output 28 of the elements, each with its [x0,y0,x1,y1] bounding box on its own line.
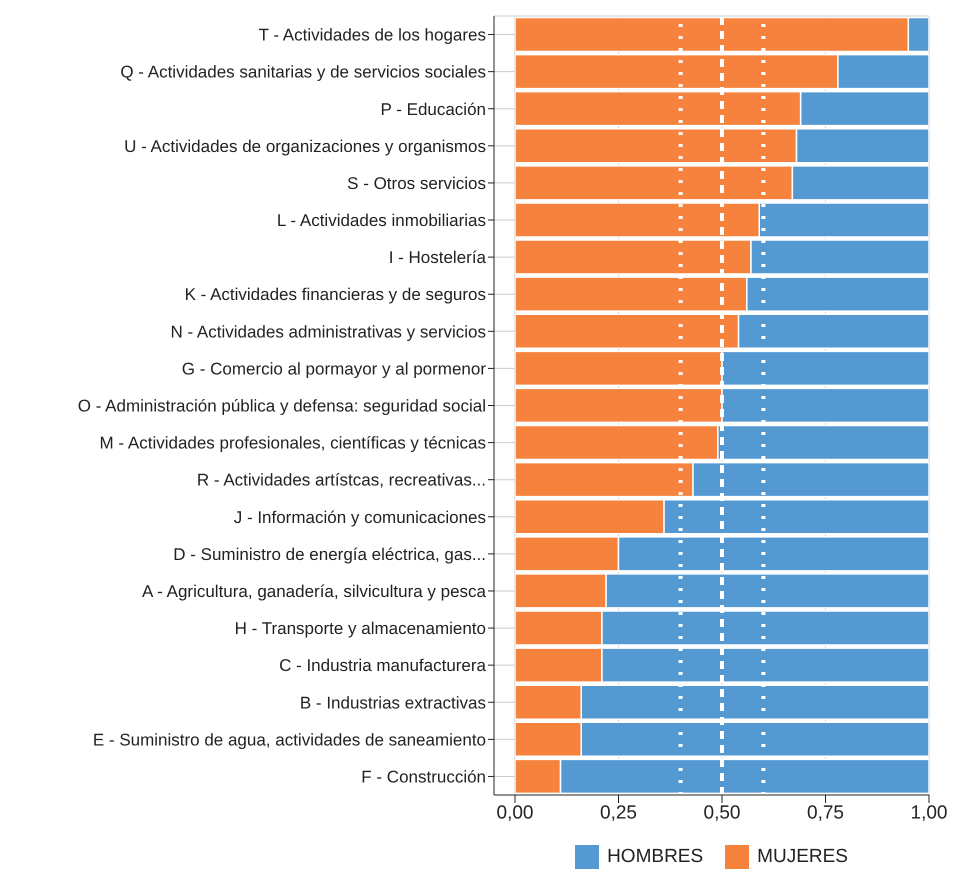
y-tick-label: N - Actividades administrativas y servicios [170,322,486,342]
legend-label: MUJERES [757,846,848,868]
y-tick-label: P - Educación [380,100,486,119]
y-tick-label: I - Hostelería [388,248,487,268]
y-tick-label: C - Industria manufacturera [279,656,487,676]
x-tick-label: 1,00 [910,802,948,824]
text: HOMBRES [607,846,704,868]
x-tick-label: 0,75 [807,802,844,824]
y-tick-label: F - Construcción [361,767,486,786]
y-tick-label: E - Suministro de agua, actividades de saneamiento [92,730,486,750]
x-tick-label: 0,25 [600,802,637,824]
y-tick-label: H - Transporte y almacenamiento [234,619,486,638]
y-tick-label: L - Actividades inmobiliarias [276,211,486,230]
y-tick-label: T - Actividades de los hogares [258,26,486,45]
y-tick-label: D - Suministro de energía eléctrica, gas... [173,544,486,564]
y-tick-label: B - Industrias extractivas [300,693,486,712]
y-tick-label: S - Otros servicios [347,174,486,193]
y-tick-label: G - Comercio al pormayor y al pormenor [182,359,486,378]
y-tick-label: O - Administración pública y defensa: seguridad social [78,396,486,416]
y-tick-label: A - Agricultura, ganadería, silvicultura y pesca [142,582,487,602]
y-tick-label: J - Información y comunicaciones [234,508,486,527]
y-tick-label: R - Actividades artístcas, recreativas... [196,470,486,490]
y-tick-label: K - Actividades financieras y de seguros [184,285,486,304]
y-tick-label: M - Actividades profesionales, científicas y técnicas [100,434,486,453]
y-tick-label: Q - Actividades sanitarias y de servicios sociales [120,62,486,82]
x-tick-label: 0,50 [704,802,740,824]
x-tick-label: 0,00 [496,802,534,824]
y-tick-label: U - Actividades de organizaciones y organismos [124,136,486,156]
